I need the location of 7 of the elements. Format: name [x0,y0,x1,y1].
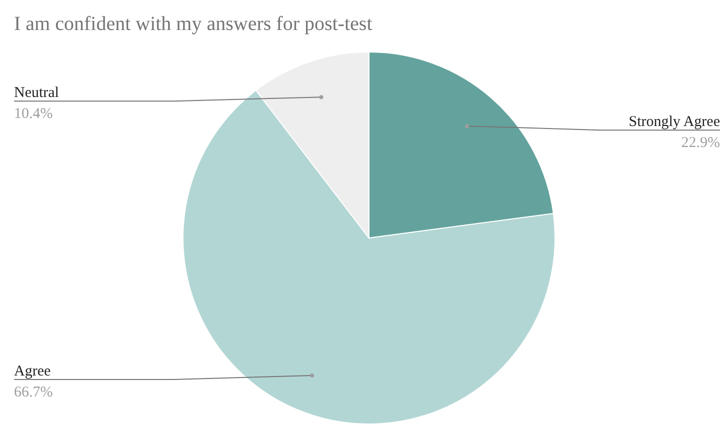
chart-title: I am confident with my answers for post-test [14,13,373,35]
data-label: 22.9% [681,135,720,152]
slice-label: Agree [14,363,51,380]
slice-label: Neutral [14,85,59,102]
slice-label: Strongly Agree [628,114,720,130]
data-label: 10.4% [14,106,53,122]
data-label: 66.7% [14,384,53,400]
